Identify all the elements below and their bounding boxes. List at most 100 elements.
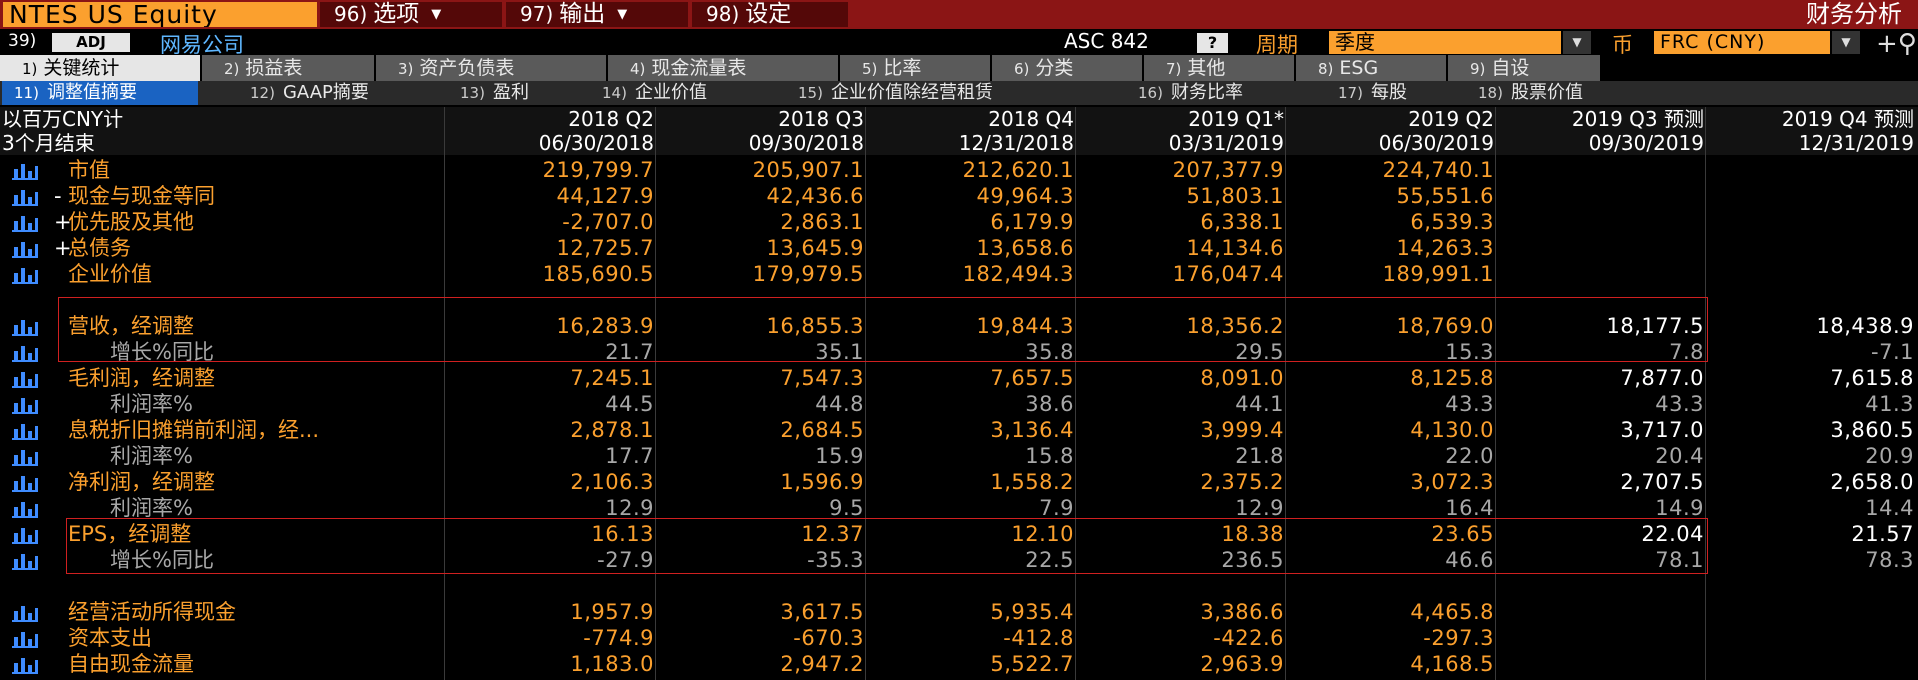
tab-label: 比率 bbox=[883, 57, 922, 79]
tab-label: 自设 bbox=[1491, 57, 1530, 79]
subtab-ev-ex-leases[interactable]: 15) 企业价值除经营租赁 bbox=[798, 81, 993, 105]
table-cell: 1,957.9 bbox=[570, 600, 654, 624]
tab-number: 2) bbox=[224, 60, 240, 78]
subtab-financial-ratios[interactable]: 16) 财务比率 bbox=[1138, 81, 1243, 105]
add-search-icon[interactable]: +⚲ bbox=[1876, 29, 1917, 59]
table-row[interactable]: 息税折旧摊销前利润，经... 2,878.1 2,684.5 3,136.4 3,999… bbox=[0, 417, 1918, 443]
currency-select[interactable]: FRC (CNY) bbox=[1654, 31, 1830, 54]
main-tabs: 1) 关键统计 2) 损益表 3) 资产负债表 4) 现金流量表 5) 比率 6) 分类 7… bbox=[0, 55, 1918, 81]
table-cell: 16.13 bbox=[591, 522, 654, 546]
table-cell: 7,657.5 bbox=[990, 366, 1074, 390]
table-header-background bbox=[0, 107, 1918, 155]
table-row[interactable]: - 现金与现金等同 44,127.9 42,436.6 49,964.3 51,803.1… bbox=[0, 183, 1918, 209]
unit-label: 以百万CNY计 bbox=[2, 107, 124, 131]
table-cell: 4,168.5 bbox=[1410, 652, 1494, 676]
bar-chart-icon[interactable] bbox=[10, 160, 46, 180]
ticker-field[interactable]: NTES US Equity bbox=[3, 2, 317, 27]
table-cell: 78.1 bbox=[1655, 548, 1704, 572]
bar-chart-icon[interactable] bbox=[10, 498, 46, 518]
tab-ratios[interactable]: 5) 比率 bbox=[840, 55, 990, 81]
help-icon[interactable]: ? bbox=[1197, 33, 1228, 53]
table-cell: 43.3 bbox=[1445, 392, 1494, 416]
subtab-gaap-summary[interactable]: 12) GAAP摘要 bbox=[250, 81, 369, 105]
table-row[interactable]: + 优先股及其他 -2,707.0 2,863.1 6,179.9 6,338.1 6,53… bbox=[0, 209, 1918, 235]
table-row[interactable]: 市值 219,799.7 205,907.1 212,620.1 207,377.9 22… bbox=[0, 157, 1918, 183]
column-date-header: 09/30/2019 bbox=[1588, 131, 1704, 155]
table-row[interactable]: 资本支出 -774.9 -670.3 -412.8 -422.6 -297.3 bbox=[0, 625, 1918, 651]
options-menu-button[interactable]: 96) 选项 ▼ bbox=[320, 2, 502, 27]
table-cell: 44,127.9 bbox=[556, 184, 654, 208]
subtab-per-share[interactable]: 17) 每股 bbox=[1338, 81, 1407, 105]
table-cell: 22.04 bbox=[1641, 522, 1704, 546]
table-row[interactable]: 利润率% 12.9 9.5 7.9 12.9 16.4 14.9 14.4 bbox=[0, 495, 1918, 521]
output-menu-button[interactable]: 97) 输出 ▼ bbox=[506, 2, 688, 27]
bar-chart-icon[interactable] bbox=[10, 238, 46, 258]
column-date-header: 09/30/2018 bbox=[748, 131, 864, 155]
bar-chart-icon[interactable] bbox=[10, 654, 46, 674]
table-cell: 1,558.2 bbox=[990, 470, 1074, 494]
table-row[interactable]: 净利润，经调整 2,106.3 1,596.9 1,558.2 2,375.2 3,072… bbox=[0, 469, 1918, 495]
table-cell: 9.5 bbox=[829, 496, 864, 520]
bar-chart-icon[interactable] bbox=[10, 602, 46, 622]
bar-chart-icon[interactable] bbox=[10, 628, 46, 648]
column-period-header: 2019 Q3 预测 bbox=[1571, 107, 1704, 131]
table-row[interactable]: 利润率% 44.5 44.8 38.6 44.1 43.3 43.3 41.3 bbox=[0, 391, 1918, 417]
table-row[interactable]: 企业价值 185,690.5 179,979.5 182,494.3 176,047.4… bbox=[0, 261, 1918, 287]
tab-balance-sheet[interactable]: 3) 资产负债表 bbox=[376, 55, 606, 81]
table-cell: 6,539.3 bbox=[1410, 210, 1494, 234]
table-cell: 21.8 bbox=[1235, 444, 1284, 468]
table-cell: 18,769.0 bbox=[1396, 314, 1494, 338]
table-row[interactable]: EPS，经调整 16.13 12.37 12.10 18.38 23.65 22.04 21.… bbox=[0, 521, 1918, 547]
bar-chart-icon[interactable] bbox=[10, 550, 46, 570]
bar-chart-icon[interactable] bbox=[10, 420, 46, 440]
table-row[interactable]: 毛利润，经调整 7,245.1 7,547.3 7,657.5 8,091.0 8,125… bbox=[0, 365, 1918, 391]
bar-chart-icon[interactable] bbox=[10, 368, 46, 388]
table-row[interactable]: 营收，经调整 16,283.9 16,855.3 19,844.3 18,356.2 18… bbox=[0, 313, 1918, 339]
bar-chart-icon[interactable] bbox=[10, 264, 46, 284]
subtab-adjusted-summary[interactable]: 11) 调整值摘要 bbox=[2, 81, 198, 105]
menu-number: 98) bbox=[706, 2, 740, 26]
bar-chart-icon[interactable] bbox=[10, 342, 46, 362]
menu-number: 96) bbox=[334, 2, 368, 26]
table-row[interactable]: 增长%同比 -27.9 -35.3 22.5 236.5 46.6 78.1 78.3 bbox=[0, 547, 1918, 573]
table-row[interactable]: 经营活动所得现金 1,957.9 3,617.5 5,935.4 3,386.6 4,46… bbox=[0, 599, 1918, 625]
tab-segments[interactable]: 6) 分类 bbox=[992, 55, 1142, 81]
subtab-stock-value[interactable]: 18) 股票价值 bbox=[1478, 81, 1583, 105]
bar-chart-icon[interactable] bbox=[10, 186, 46, 206]
adj-button[interactable]: ADJ bbox=[52, 33, 130, 52]
table-row[interactable]: 利润率% 17.7 15.9 15.8 21.8 22.0 20.4 20.9 bbox=[0, 443, 1918, 469]
sub-tabs: 11) 调整值摘要 12) GAAP摘要 13) 盈利 14) 企业价值 15) 企业价值… bbox=[0, 81, 1918, 105]
table-cell: 7,615.8 bbox=[1830, 366, 1914, 390]
subtab-earnings[interactable]: 13) 盈利 bbox=[460, 81, 529, 105]
subtab-label: 股票价值 bbox=[1510, 82, 1583, 103]
tab-key-stats[interactable]: 1) 关键统计 bbox=[0, 55, 200, 81]
column-period-header: 2018 Q4 bbox=[988, 107, 1074, 131]
row-label: 利润率% bbox=[110, 496, 193, 520]
table-cell: -412.8 bbox=[1003, 626, 1074, 650]
tab-custom[interactable]: 9) 自设 bbox=[1448, 55, 1600, 81]
period-select[interactable]: 季度 bbox=[1329, 31, 1561, 54]
tab-esg[interactable]: 8) ESG bbox=[1296, 55, 1446, 81]
column-date-header: 12/31/2018 bbox=[958, 131, 1074, 155]
tab-other[interactable]: 7) 其他 bbox=[1144, 55, 1294, 81]
bar-chart-icon[interactable] bbox=[10, 446, 46, 466]
bar-chart-icon[interactable] bbox=[10, 212, 46, 232]
subtab-enterprise-value[interactable]: 14) 企业价值 bbox=[602, 81, 707, 105]
tab-number: 5) bbox=[862, 60, 878, 78]
table-row[interactable]: + 总债务 12,725.7 13,645.9 13,658.6 14,134.6 14,2… bbox=[0, 235, 1918, 261]
bar-chart-icon[interactable] bbox=[10, 316, 46, 336]
table-row[interactable]: 增长%同比 21.7 35.1 35.8 29.5 15.3 7.8 -7.1 bbox=[0, 339, 1918, 365]
tab-cash-flow[interactable]: 4) 现金流量表 bbox=[608, 55, 838, 81]
bar-chart-icon[interactable] bbox=[10, 524, 46, 544]
tab-income-statement[interactable]: 2) 损益表 bbox=[202, 55, 374, 81]
settings-menu-button[interactable]: 98) 设定 bbox=[692, 2, 848, 27]
bar-chart-icon[interactable] bbox=[10, 394, 46, 414]
currency-label: 币 bbox=[1612, 33, 1633, 57]
tab-label: ESG bbox=[1339, 57, 1379, 79]
table-cell: 20.9 bbox=[1865, 444, 1914, 468]
table-row[interactable]: 自由现金流量 1,183.0 2,947.2 5,522.7 2,963.9 4,168.… bbox=[0, 651, 1918, 677]
column-date-header: 03/31/2019 bbox=[1168, 131, 1284, 155]
bar-chart-icon[interactable] bbox=[10, 472, 46, 492]
period-dropdown-button[interactable]: ▼ bbox=[1563, 31, 1591, 54]
currency-dropdown-button[interactable]: ▼ bbox=[1832, 31, 1860, 54]
